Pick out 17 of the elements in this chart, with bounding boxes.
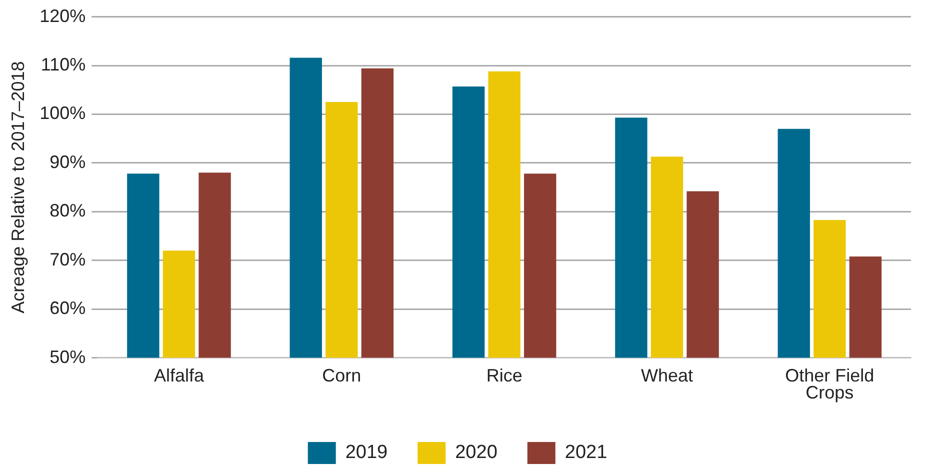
y-tick-label: 60%: [50, 298, 86, 318]
y-tick-label: 70%: [50, 249, 86, 270]
y-axis-title: Acreage Relative to 2017–2018: [8, 61, 28, 314]
legend-label: 2020: [455, 442, 498, 464]
x-tick-label: Corn: [322, 365, 362, 386]
y-tick-label: 120%: [40, 6, 86, 26]
y-tick-label: 90%: [50, 152, 86, 172]
legend-label: 2019: [345, 442, 388, 464]
y-tick-label: 110%: [40, 54, 86, 74]
legend-label: 2021: [564, 442, 608, 464]
y-tick-label: 80%: [50, 200, 86, 221]
x-tick-label: Other Field Crops: [785, 365, 874, 402]
x-tick-label: Alfalfa: [154, 365, 205, 386]
x-tick-label: Rice: [486, 365, 522, 386]
y-tick-label: 100%: [40, 103, 86, 124]
x-tick-label: Wheat: [640, 365, 694, 386]
y-tick-label: 50%: [50, 346, 86, 367]
